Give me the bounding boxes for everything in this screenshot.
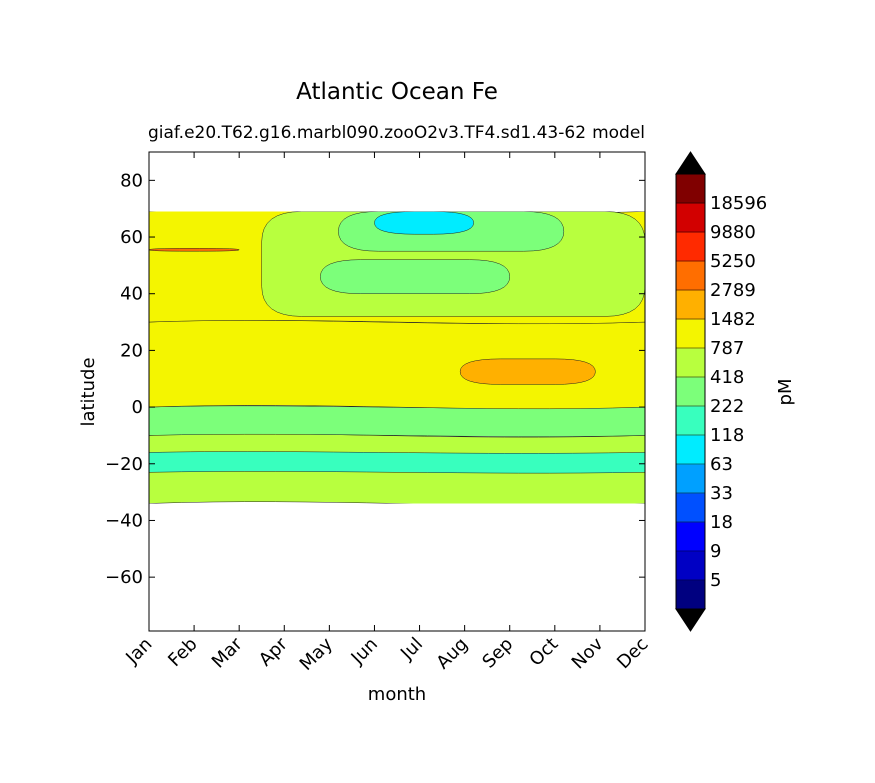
colorbar-tick-label: 222 [710, 396, 744, 417]
colorbar-segment [676, 319, 705, 349]
y-tick-label: 0 [132, 397, 143, 418]
x-tick-label: Dec [613, 634, 652, 673]
y-tick-label: 40 [120, 284, 143, 305]
y-axis-label: latitude [78, 357, 99, 426]
chart-title: Atlantic Ocean Fe [296, 79, 498, 105]
colorbar-extend-max [675, 151, 706, 175]
colorbar-segment [676, 493, 705, 523]
colorbar-segment [676, 435, 705, 465]
x-tick-label: Jul [396, 634, 427, 665]
y-tick-label: 60 [120, 227, 143, 248]
y-tick-label: 20 [120, 340, 143, 361]
colorbar-tick-label: 5250 [710, 251, 756, 272]
colorbar-extend-min [675, 608, 706, 632]
x-tick-label: Jan [121, 634, 156, 669]
colorbar-segment [676, 522, 705, 552]
colorbar-segment [676, 464, 705, 494]
colorbar-tick-label: 418 [710, 367, 744, 388]
y-tick-label: 80 [120, 170, 143, 191]
colorbar-tick-label: 63 [710, 454, 733, 475]
colorbar-tick-label: 33 [710, 483, 733, 504]
x-tick-label: Nov [568, 633, 608, 673]
plot-area [148, 151, 646, 632]
y-tick-label: −40 [105, 510, 143, 531]
x-tick-label: Jun [347, 634, 382, 669]
colorbar-segment [676, 174, 705, 204]
colorbar-frame [675, 173, 706, 610]
contour-fill-group [149, 211, 645, 504]
colorbar-tick-label: 18 [710, 512, 733, 533]
colorbar-label: pM [775, 379, 796, 406]
colorbar-segment [676, 551, 705, 581]
contour-region [459, 358, 596, 385]
y-tick-label: −20 [105, 454, 143, 475]
x-tick-label: Oct [525, 634, 562, 671]
colorbar-tick-label: 787 [710, 338, 744, 359]
colorbar-tick-label: 9880 [710, 222, 756, 243]
contour-region [320, 259, 510, 294]
y-axis: 80 60 40 20 0 −20 −40 −60 [105, 170, 645, 588]
colorbar: 5 9 18 33 63 118 222 418 787 1482 2789 5250 9880 1859… [675, 151, 767, 632]
x-tick-label: Mar [208, 633, 247, 672]
colorbar-segment [676, 261, 705, 291]
colorbar-segment [676, 203, 705, 233]
colorbar-segment [676, 290, 705, 320]
x-axis-label: month [368, 684, 426, 705]
y-tick-label: −60 [105, 567, 143, 588]
contour-region [149, 451, 645, 474]
x-tick-label: Feb [164, 634, 201, 671]
plot-frame [148, 151, 646, 632]
colorbar-segment [676, 580, 705, 610]
contour-region [149, 405, 645, 437]
x-tick-label: May [296, 633, 337, 674]
x-tick-label: Sep [478, 634, 517, 673]
contour-region [374, 211, 474, 235]
colorbar-tick-label: 18596 [710, 193, 767, 214]
chart-subtitle-left: giaf.e20.T62.g16.marbl090.zooO2v3.TF4.sd… [148, 123, 586, 143]
x-tick-label: Aug [432, 634, 472, 674]
colorbar-segment [676, 348, 705, 378]
chart-subtitle-right: model [592, 123, 645, 143]
colorbar-segment [676, 406, 705, 436]
colorbar-tick-label: 5 [710, 570, 721, 591]
colorbar-segment [676, 232, 705, 262]
x-tick-label: Apr [255, 633, 292, 670]
colorbar-segment [676, 377, 705, 407]
contour-region [149, 248, 240, 252]
colorbar-tick-label: 2789 [710, 280, 756, 301]
colorbar-tick-label: 9 [710, 541, 721, 562]
colorbar-tick-label: 118 [710, 425, 744, 446]
colorbar-tick-label: 1482 [710, 309, 756, 330]
